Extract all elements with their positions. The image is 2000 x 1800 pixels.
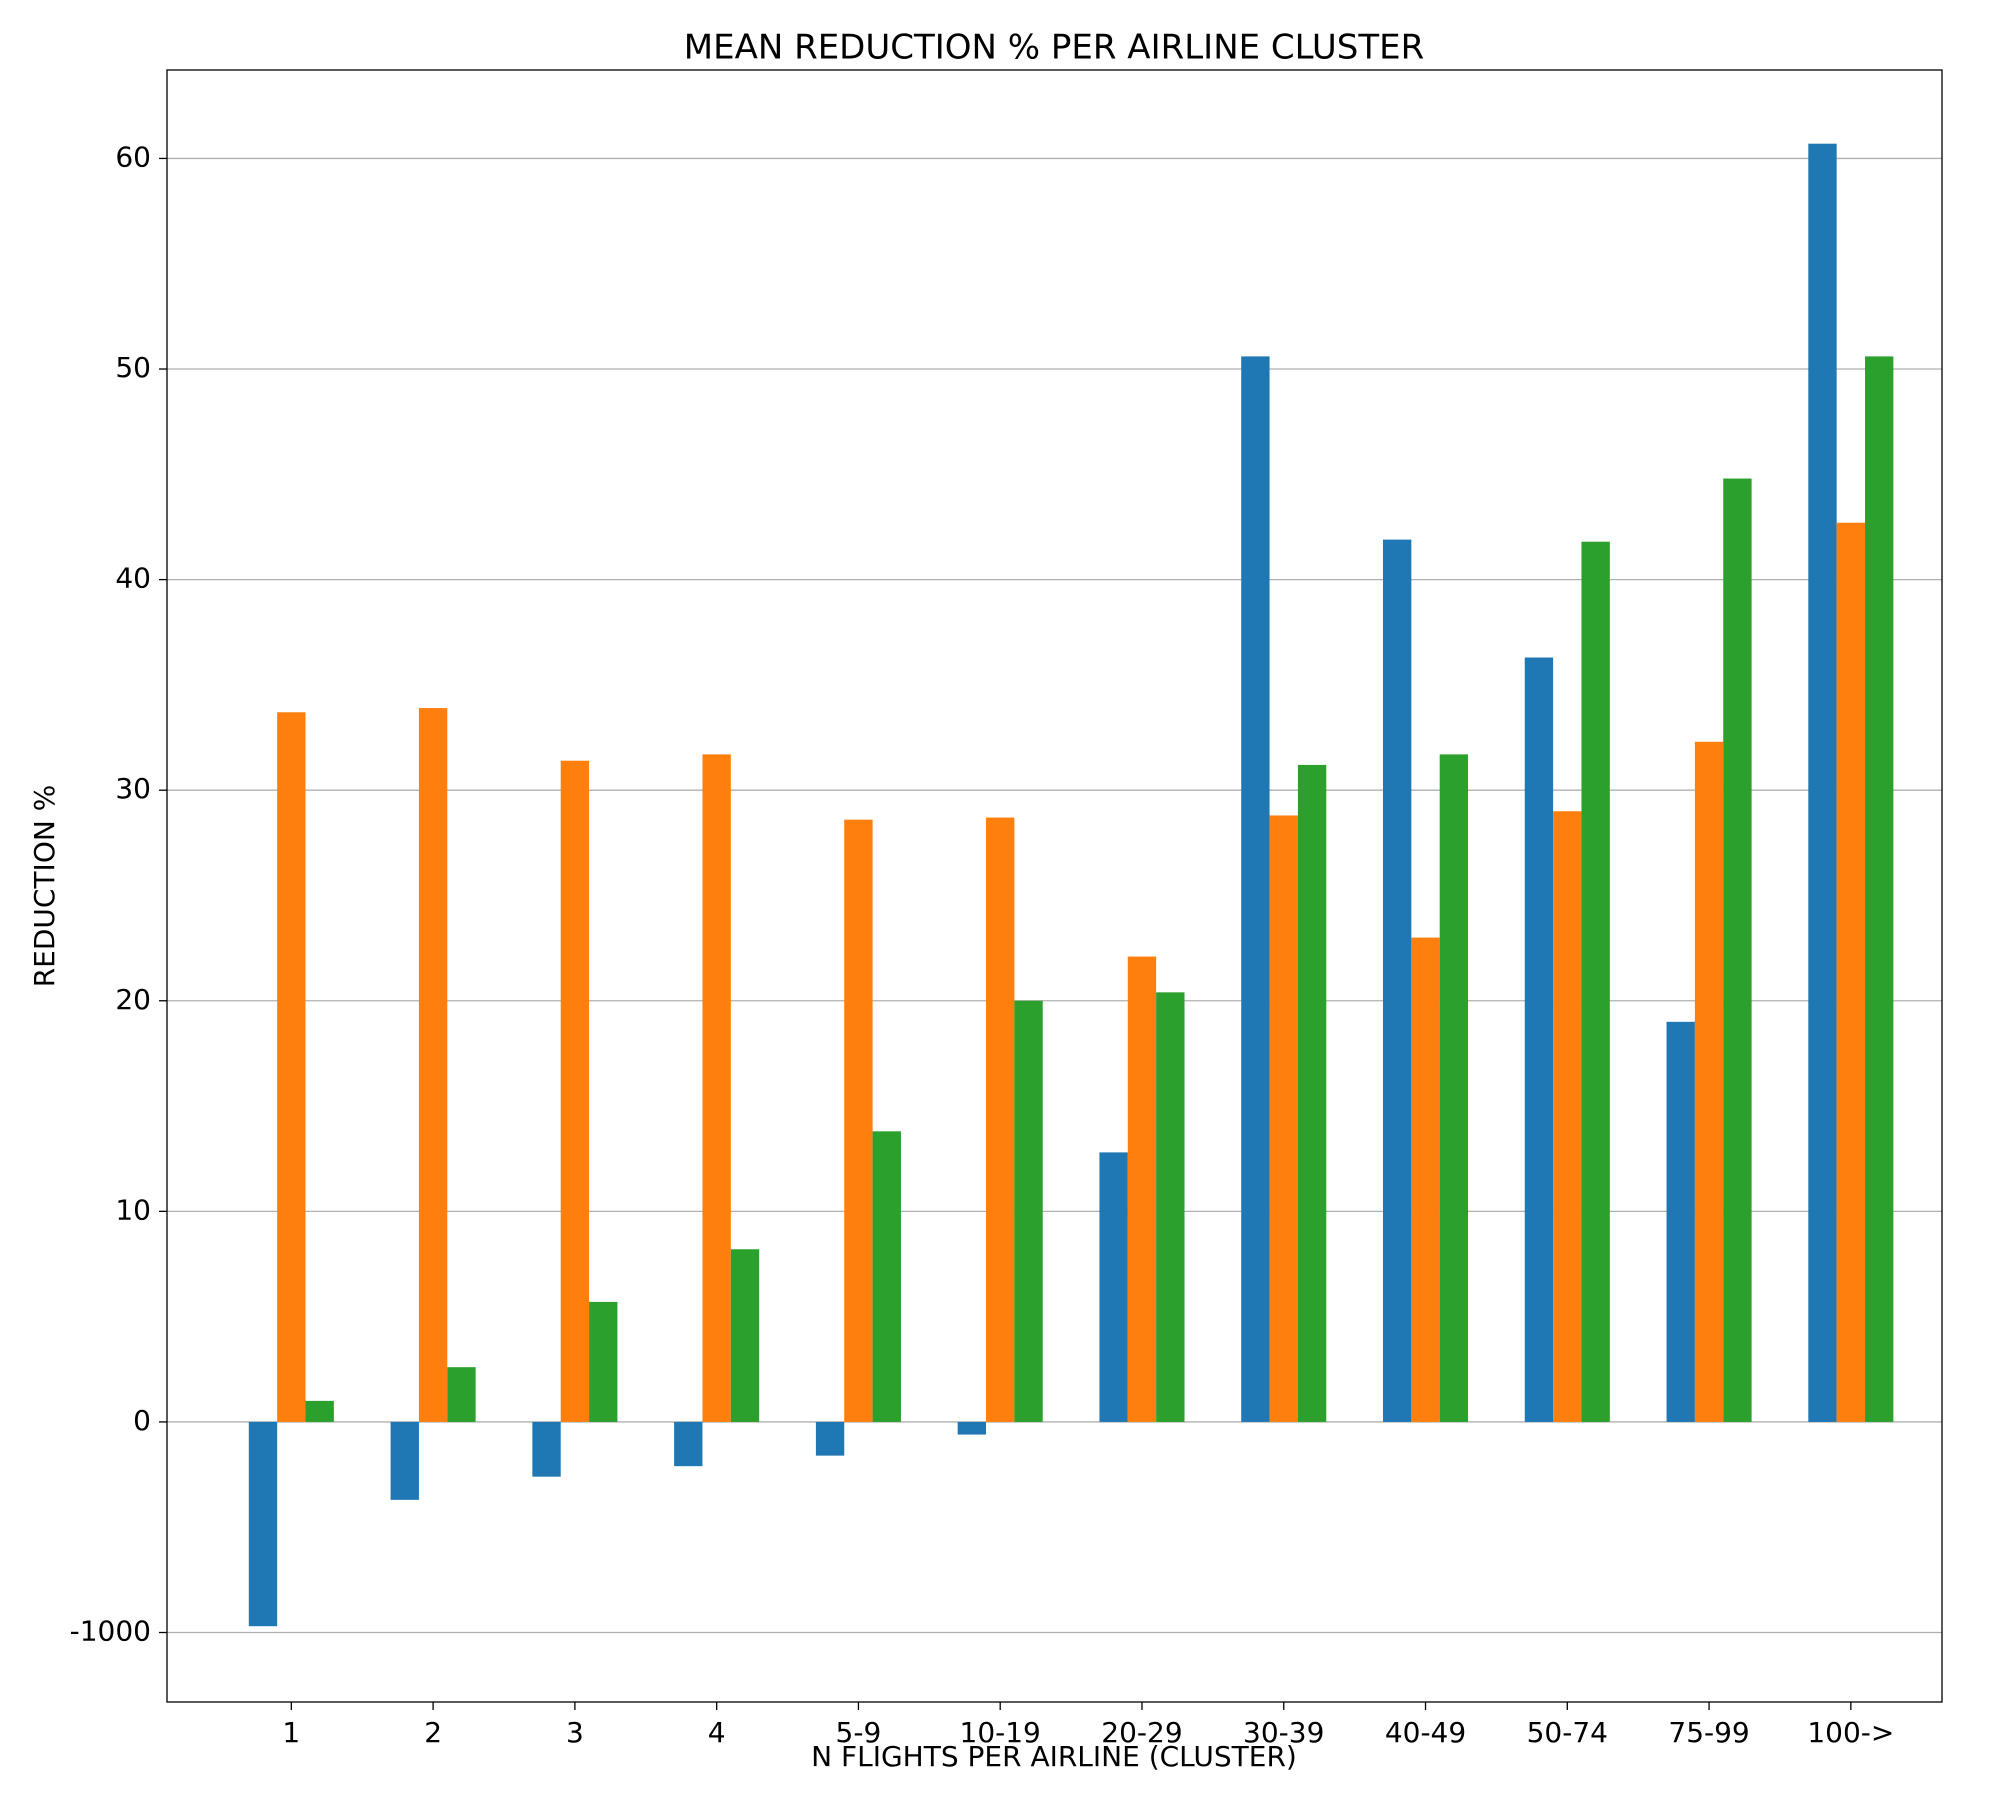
y-tick-label: 30 — [115, 772, 151, 805]
x-tick-label: 4 — [708, 1716, 726, 1749]
bar — [1241, 356, 1270, 1422]
plot-frame — [166, 69, 1943, 1703]
bar — [674, 1421, 703, 1467]
bar — [560, 760, 590, 1422]
bar — [390, 1421, 419, 1500]
bar — [1581, 541, 1610, 1422]
bar — [532, 1421, 561, 1477]
bar — [1694, 741, 1724, 1422]
bar — [702, 754, 731, 1422]
bar — [1723, 478, 1752, 1422]
y-tick-label: 60 — [115, 140, 151, 173]
x-tick-label: 10-19 — [960, 1716, 1041, 1749]
y-tick-label: 20 — [115, 983, 151, 1016]
bar — [447, 1367, 476, 1422]
x-axis-label: N FLIGHTS PER AIRLINE (CLUSTER) — [811, 1740, 1297, 1773]
bar — [1127, 956, 1157, 1422]
x-tick-label: 40-49 — [1385, 1716, 1466, 1749]
y-tick-label: -1000 — [70, 1615, 151, 1648]
y-tick-label: 40 — [115, 562, 151, 595]
bar — [1014, 1000, 1043, 1422]
bar — [418, 708, 448, 1422]
bar — [248, 1421, 278, 1627]
bar — [957, 1421, 987, 1435]
bar — [1439, 754, 1469, 1422]
bar — [1099, 1152, 1128, 1422]
bar — [1382, 539, 1412, 1422]
bar — [1836, 522, 1866, 1422]
y-tick-label: 10 — [115, 1193, 151, 1226]
x-tick-label: 100-> — [1807, 1716, 1894, 1749]
x-tick-label: 20-29 — [1101, 1716, 1182, 1749]
x-tick-label: 1 — [282, 1716, 300, 1749]
y-axis-label: REDUCTION % — [28, 785, 61, 988]
bar — [815, 1421, 845, 1456]
bar — [1808, 143, 1837, 1422]
bar — [1553, 811, 1582, 1422]
y-tick-label: 50 — [115, 351, 151, 384]
x-tick-label: 2 — [424, 1716, 442, 1749]
x-tick-label: 50-74 — [1527, 1716, 1608, 1749]
bar — [1666, 1021, 1695, 1422]
bar — [1269, 815, 1298, 1422]
bar — [1411, 937, 1440, 1422]
bar — [1524, 657, 1554, 1422]
x-tick-label: 3 — [566, 1716, 584, 1749]
bar — [305, 1400, 334, 1422]
bar — [986, 817, 1015, 1422]
bar — [872, 1131, 901, 1422]
x-tick-label: 75-99 — [1668, 1716, 1749, 1749]
bar — [277, 712, 306, 1422]
x-tick-label: 30-39 — [1243, 1716, 1324, 1749]
bar — [1865, 356, 1894, 1422]
bar — [730, 1249, 760, 1422]
y-tick-label: 0 — [133, 1404, 151, 1437]
bar — [1297, 764, 1327, 1422]
bar — [589, 1301, 618, 1422]
x-tick-label: 5-9 — [836, 1716, 882, 1749]
bar — [1156, 992, 1185, 1422]
chart-title: MEAN REDUCTION % PER AIRLINE CLUSTER — [684, 28, 1425, 68]
bar — [844, 819, 873, 1422]
